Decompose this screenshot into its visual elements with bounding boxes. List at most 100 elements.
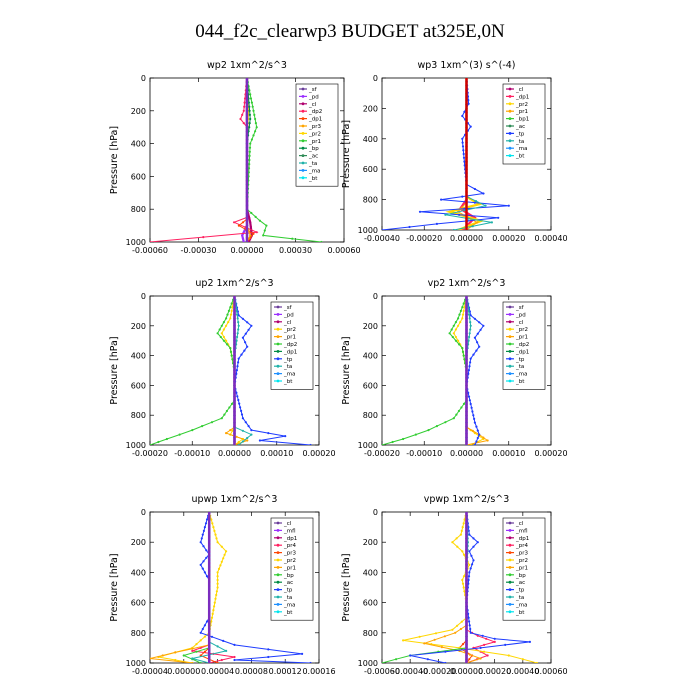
series-point-pr2 — [457, 339, 460, 342]
series-point-pr2 — [462, 575, 466, 578]
series-point-tp — [200, 537, 203, 540]
series-point-pr2 — [213, 529, 216, 533]
series-point-tp — [461, 141, 464, 144]
legend-entry: _dp1 — [515, 536, 529, 542]
series-point-tp — [467, 102, 470, 105]
series-point-dp2 — [226, 343, 229, 346]
series-point-pr2 — [174, 658, 177, 662]
series-point-tp — [507, 204, 510, 207]
y-tick-label: 800 — [131, 629, 146, 638]
series-point-pr2 — [225, 339, 228, 342]
series-point-tp — [203, 571, 206, 574]
series-point-tp — [204, 522, 208, 525]
series-point-dp2 — [218, 328, 221, 331]
series-line-tp — [233, 296, 311, 445]
series-point-pr2 — [418, 635, 421, 638]
series-point-dp2 — [220, 417, 223, 420]
y-axis-label: Pressure [hPa] — [341, 120, 352, 188]
series-group — [382, 296, 489, 445]
legend-marker — [301, 102, 305, 106]
series-point-pr1 — [247, 167, 251, 170]
series-point-ta — [216, 645, 219, 648]
legend-entry: _bp — [308, 146, 319, 152]
panel-title: up2 1xm^2/s^3 — [195, 278, 273, 289]
series-point-dp2 — [227, 309, 230, 312]
legend-entry: _pr2 — [515, 102, 528, 108]
series-point-pr2 — [212, 609, 215, 612]
legend-marker — [508, 132, 512, 135]
x-tick-label: 0.00016 — [302, 667, 335, 676]
legend-marker — [276, 573, 280, 577]
series-point-ta — [452, 228, 455, 230]
series-point-tp — [475, 440, 478, 443]
legend-entry: _bt — [308, 176, 318, 182]
series-point-pr1 — [482, 436, 485, 439]
series-point-ta — [474, 200, 478, 203]
legend-marker — [276, 543, 280, 547]
series-point-dp2 — [202, 236, 205, 239]
series-point-tp — [246, 321, 249, 324]
series-point-dp2 — [239, 117, 242, 121]
series-line-tp — [382, 78, 509, 230]
series-point-ta — [237, 443, 240, 445]
series-point-tp — [205, 556, 208, 559]
series-point-pr2 — [225, 324, 228, 327]
series-point-tp — [240, 353, 243, 356]
series-point-tp — [468, 365, 471, 368]
series-point-pr2 — [213, 601, 216, 604]
series-point-pr2 — [215, 593, 218, 597]
series-point-tp — [467, 578, 470, 582]
series-point-pr2 — [212, 526, 215, 529]
series-point-dp2 — [178, 433, 181, 436]
x-tick-label: -0.00020 — [406, 234, 442, 243]
y-tick-label: 400 — [363, 135, 378, 144]
series-point-ta — [235, 339, 238, 342]
legend-entry: _tp — [283, 588, 293, 594]
series-point-pr2 — [220, 332, 223, 335]
series-point-ta — [246, 436, 249, 440]
x-tick-label: -0.00010 — [406, 449, 442, 458]
y-tick-label: 800 — [363, 411, 378, 420]
x-tick-label: 0.00008 — [235, 667, 268, 676]
x-tick-label: -0.00060 — [364, 667, 400, 676]
series-point-tp — [473, 417, 476, 420]
series-point-pr2 — [462, 522, 465, 525]
y-tick-label: 400 — [131, 140, 146, 149]
series-point-dp2 — [230, 302, 233, 305]
series-point-tp — [222, 639, 225, 643]
legend-marker — [276, 350, 280, 353]
series-point-dp2 — [255, 231, 258, 234]
series-point-dp2 — [226, 313, 229, 316]
series-point-dp2 — [242, 109, 245, 112]
series-point-pr1 — [454, 631, 457, 634]
legend-marker — [508, 87, 512, 91]
series-point-pr1 — [248, 163, 251, 166]
series-point-tp — [470, 406, 473, 409]
series-point-bp — [395, 658, 398, 661]
series-point-tp — [479, 646, 482, 650]
legend-marker — [508, 154, 512, 158]
legend-marker — [301, 176, 305, 180]
series-point-tp — [497, 216, 500, 219]
series-point-tp — [250, 429, 253, 432]
series-point-pr1 — [249, 97, 253, 100]
series-point-pr2 — [461, 317, 464, 320]
series-point-pr1 — [254, 117, 257, 121]
x-tick-label: 0.00040 — [506, 667, 539, 676]
legend-entry: _ac — [308, 154, 318, 160]
legend-marker — [508, 372, 512, 375]
figure-title: 044_f2c_clearwp3 BUDGET at325E,0N — [195, 21, 505, 42]
series-point-dp2 — [243, 97, 247, 100]
series-point-tp — [493, 637, 496, 640]
y-tick-label: 600 — [131, 599, 146, 608]
y-tick-label: 1000 — [126, 441, 146, 450]
x-tick-label: 0.00004 — [201, 667, 234, 676]
legend-marker — [508, 335, 512, 338]
series-point-pr2 — [454, 335, 457, 339]
series-point-pr2 — [459, 533, 462, 536]
y-tick-label: 600 — [363, 381, 378, 390]
series-point-tp — [469, 627, 472, 631]
y-tick-label: 200 — [131, 538, 146, 547]
series-point-dp1 — [462, 203, 465, 206]
series-point-pr1 — [248, 158, 251, 162]
